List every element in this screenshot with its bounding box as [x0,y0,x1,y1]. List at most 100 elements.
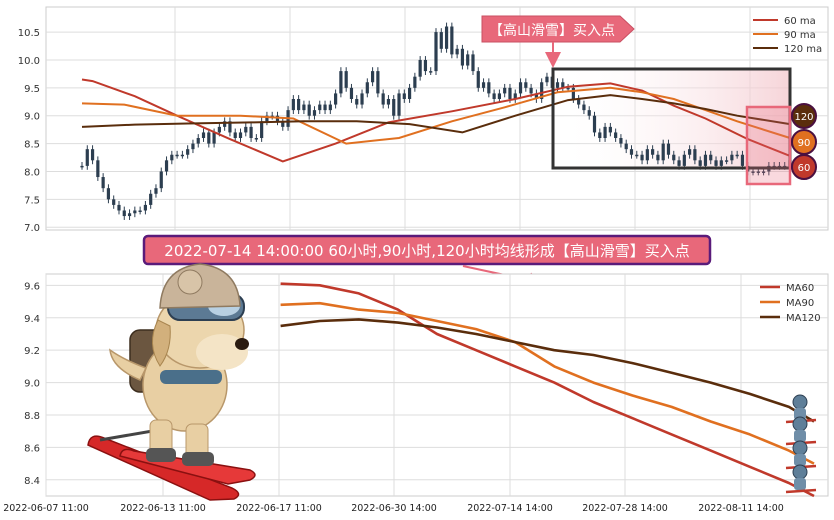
candle-body [460,48,465,66]
candle-body [513,93,517,99]
mini-skier-body [794,478,806,490]
candle-body [582,104,586,111]
bottom-ma-line-2 [280,318,815,423]
candle-body [592,115,597,133]
top-y-tick-label: 7.5 [24,195,40,206]
candle-body [503,87,507,94]
candle-body [603,126,607,139]
candle-body [450,26,454,55]
candle-body [703,154,708,166]
candle-body [434,32,438,72]
candle-body [714,160,718,166]
candle-body [85,149,89,166]
candle-body [80,165,84,168]
candle-body [698,160,702,166]
candle-body [487,82,491,94]
bottom-y-tick-label: 9.0 [24,379,40,390]
candle-body [756,171,760,173]
candle-body [651,149,655,155]
bottom-y-axis: 8.4 8.6 8.8 9.0 9.2 9.4 9.6 [24,281,40,486]
candle-body [90,149,95,161]
candle-body [312,110,317,116]
candle-body [709,154,713,161]
candle-body [133,210,137,214]
candle-body [397,93,401,116]
candle-body [207,132,211,144]
ma-end-badge-label: 120 [794,112,813,123]
boot-right-shape [182,452,214,466]
top-legend: 60 ma 90 ma 120 ma [753,16,822,55]
candle-body [360,93,364,105]
candle-body [112,199,116,205]
top-y-tick-label: 9.5 [24,84,40,95]
bottom-y-tick-label: 9.4 [24,314,40,325]
candle-body [307,104,311,116]
callout-label: 【高山滑雪】买入点 [489,22,615,39]
candle-body [265,115,269,122]
candle-body [212,132,216,144]
candle-body [281,121,285,127]
bottom-y-tick-label: 8.8 [24,411,40,422]
top-y-tick-label: 8.5 [24,140,40,151]
candle-body [191,143,195,150]
bottom-x-tick-label: 2022-07-28 14:00 [582,503,668,514]
candle-body [476,71,480,88]
candle-body [355,98,359,105]
bottom-y-tick-label: 8.6 [24,443,40,454]
signal-banner: 2022-07-14 14:00:00 60小时,90小时,120小时均线形成【… [142,234,712,289]
candle-body [677,160,681,166]
beanie-pompom-shape [177,269,203,295]
candle-body [455,48,459,55]
candle-body [223,121,227,127]
candle-body [761,171,766,173]
candle-body [524,82,528,88]
ma-end-badge-label: 60 [798,163,811,174]
bottom-legend-label: MA120 [786,313,821,324]
candle-body [497,93,502,99]
scarf-shape [160,370,222,384]
candle-body [656,154,660,161]
candle-body [323,104,327,111]
candle-body [233,132,237,139]
mini-skier-figures [785,394,817,494]
candle-body [186,149,190,155]
top-y-tick-label: 10.5 [18,28,40,39]
top-legend-label: 60 ma [784,16,816,27]
candle-body [735,154,739,157]
candle-body [334,93,338,105]
candle-body [127,213,132,217]
candle-body [96,160,100,178]
candle-body [201,132,206,139]
buy-point-callout: 【高山滑雪】买入点 [481,15,635,68]
bottom-x-tick-label: 2022-08-11 14:00 [698,503,784,514]
candle-body [740,154,745,166]
candle-body [402,93,406,99]
top-price-chart: 7.0 7.5 8.0 8.5 9.0 9.5 10.0 10.5 60 ma 90 ma 120… [18,6,829,234]
bottom-x-tick-label: 2022-06-07 11:00 [3,503,89,514]
candle-body [318,104,322,111]
candle-body [518,82,523,94]
candle-body [666,143,671,155]
candle-body [349,87,354,99]
bottom-y-tick-label: 9.2 [24,346,40,357]
candle-body [624,143,628,150]
bottom-ma-line-0 [280,282,815,498]
candle-body [598,132,602,139]
candle-body [571,87,575,99]
candle-body [640,154,644,161]
mini-skier-body [794,454,806,466]
mini-skier-body [794,408,806,420]
mini-skier-head [792,440,808,456]
top-legend-label: 120 ma [784,44,822,55]
candle-body [159,171,163,189]
top-y-tick-label: 10.0 [18,56,40,67]
candle-body [170,154,174,161]
top-ma-line-2 [81,94,791,134]
candle-body [117,204,121,211]
candle-body [508,87,512,99]
top-ma-line-1 [81,86,791,145]
candle-body [101,177,105,189]
mini-skier [785,394,817,424]
mini-skier [785,464,817,494]
candle-body [629,149,634,155]
